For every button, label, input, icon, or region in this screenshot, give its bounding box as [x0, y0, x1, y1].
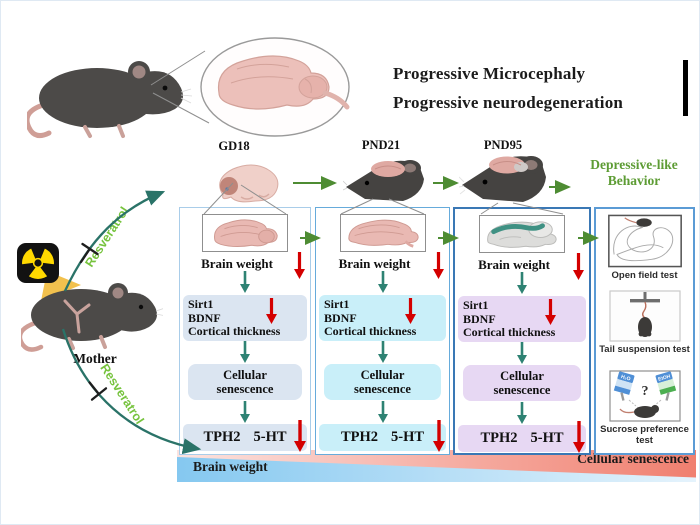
fetus-icon: [219, 164, 279, 203]
water-bottle-label: H₂O: [620, 374, 631, 382]
pnd21-brain-icon: [347, 219, 419, 248]
pnd21-mouse-head-icon: [343, 160, 424, 201]
red-down-arrow: [433, 420, 445, 452]
teal-down-arrow: [377, 271, 388, 293]
radiation-icon: [17, 243, 81, 301]
red-down-arrow: [405, 298, 416, 324]
markers-box: Sirt1 BDNF Cortical thickness: [458, 296, 586, 342]
marker-sirt1: Sirt1: [188, 297, 214, 311]
red-down-arrow: [294, 252, 305, 279]
serotonin-label: 5-HT: [391, 429, 425, 445]
water-bottle-icon: H₂O: [613, 371, 634, 401]
tph-box: TPH2 5-HT: [319, 420, 446, 452]
stage-label-gd18: GD18: [218, 139, 250, 153]
stage-label-pnd95: PND95: [483, 138, 523, 152]
senescence-box: Cellular senescence: [324, 364, 441, 400]
sucrose-preference-test-label: Sucrose preference test: [600, 424, 689, 446]
marker-cortical: Cortical thickness: [188, 324, 281, 338]
tail-suspension-test-icon: [608, 290, 681, 342]
brain-weight-label: Brain weight: [201, 256, 273, 271]
teal-down-arrow: [240, 271, 250, 293]
marker-sirt1: Sirt1: [324, 297, 350, 311]
brain-weight-label: Brain weight: [338, 256, 411, 271]
mother-mouse-icon: [21, 283, 163, 352]
tail-suspension-test-label: Tail suspension test: [599, 344, 690, 355]
adult-mouse-icon: [27, 61, 193, 139]
teal-down-arrow: [517, 402, 527, 424]
panel-gd18: Brain weight Sirt1 BDNF Cortical thickne…: [179, 207, 311, 455]
open-field-test-label: Open field test: [611, 270, 678, 281]
teal-down-arrow: [517, 342, 527, 364]
tph2-label: TPH2: [203, 429, 241, 445]
footer-brain-weight-label: Brain weight: [193, 459, 268, 474]
marker-cortical: Cortical thickness: [324, 324, 417, 338]
brain-magnifier-icon: [150, 37, 350, 137]
brain-weight-label: Brain weight: [478, 257, 550, 272]
gd18-brain-image-box: [202, 214, 288, 252]
right-bottle-icon: EtOH: [655, 371, 676, 401]
pnd21-brain-image-box: [339, 214, 426, 252]
marker-bdnf: BDNF: [188, 310, 221, 325]
behavior-label: Depressive-like Behavior: [590, 157, 678, 188]
red-down-arrow: [433, 252, 444, 279]
title-line-2: Progressive neurodegeneration: [393, 93, 624, 112]
tph-box: TPH2 5-HT: [458, 421, 586, 453]
panel-pnd95: Brain weight Sirt1 BDNF Cortical thickne…: [453, 207, 591, 455]
panel-pnd21: Brain weight Sirt1 BDNF Cortical thickne…: [315, 207, 450, 455]
pnd95-brain-image-box: [479, 215, 565, 253]
behavior-tests-panel: Open field test Tail suspension test H₂O: [594, 207, 695, 455]
open-field-test-icon: [605, 214, 684, 268]
marker-cortical: Cortical thickness: [463, 325, 556, 339]
right-bottle-label: EtOH: [657, 374, 671, 383]
figure-title: Progressive Microcephaly Progressive neu…: [393, 59, 685, 117]
gd18-brain-icon: [214, 219, 278, 247]
stage-label-pnd21: PND21: [361, 138, 401, 152]
teal-down-arrow: [240, 401, 250, 423]
serotonin-label: 5-HT: [530, 430, 564, 446]
pnd95-mouse-head-icon: [459, 156, 546, 202]
marker-sirt1: Sirt1: [463, 298, 489, 312]
teal-down-arrow: [377, 341, 388, 363]
teal-down-arrow: [517, 272, 527, 294]
pnd95-brain-icon: [487, 221, 557, 248]
red-down-arrow: [573, 421, 585, 453]
markers-box: Sirt1 BDNF Cortical thickness: [319, 295, 446, 341]
red-down-arrow: [294, 420, 306, 452]
senescence-box: Cellular senescence: [188, 364, 302, 400]
red-down-arrow: [573, 253, 584, 280]
tph2-label: TPH2: [340, 429, 379, 445]
marker-bdnf: BDNF: [463, 311, 496, 326]
teal-down-arrow: [377, 401, 388, 423]
senescence-box: Cellular senescence: [463, 365, 581, 401]
question-mark: ?: [641, 384, 648, 399]
red-down-arrow: [266, 298, 277, 324]
title-line-1: Progressive Microcephaly: [393, 64, 586, 83]
sucrose-preference-test-icon: H₂O EtOH ?: [608, 370, 681, 422]
tph2-label: TPH2: [480, 430, 518, 446]
red-down-arrow: [545, 299, 556, 325]
title-accent-bar: [683, 60, 688, 116]
teal-down-arrow: [240, 341, 250, 363]
serotonin-label: 5-HT: [253, 429, 287, 445]
markers-box: Sirt1 BDNF Cortical thickness: [183, 295, 307, 341]
marker-bdnf: BDNF: [324, 310, 357, 325]
tph-box: TPH2 5-HT: [183, 420, 307, 452]
